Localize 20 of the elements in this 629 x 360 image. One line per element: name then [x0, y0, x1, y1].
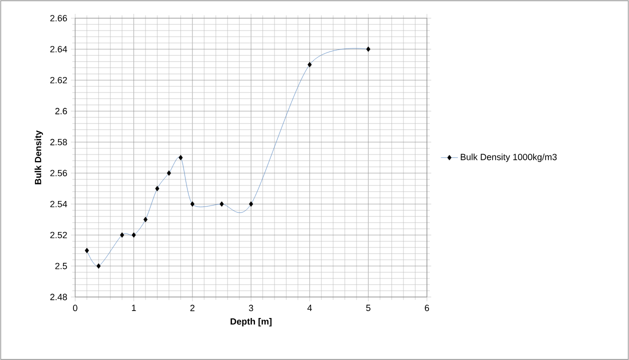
y-axis-title: Bulk Density [34, 130, 43, 184]
y-tick-label: 2.64 [50, 46, 68, 52]
x-axis-title: Depth [m] [230, 318, 272, 326]
y-tick-label: 2.52 [50, 232, 67, 238]
y-tick-label: 2.6 [55, 108, 67, 114]
x-tick-label: 3 [248, 304, 254, 312]
legend-label: Bulk Density 1000kg/m3 [460, 154, 557, 162]
y-tick-label: 2.62 [50, 76, 67, 84]
y-tick-label: 2.58 [50, 138, 67, 146]
x-tick-label: 5 [366, 304, 370, 311]
x-tick-label: 2 [190, 304, 194, 311]
x-tick-label: 0 [73, 304, 78, 312]
x-tick-label: 6 [424, 304, 430, 312]
x-tick-label: 1 [132, 304, 136, 311]
y-tick-label: 2.56 [50, 170, 67, 176]
y-tick-label: 2.54 [50, 200, 68, 208]
y-tick-label: 2.48 [50, 294, 67, 300]
x-tick-label: 4 [307, 304, 312, 311]
y-tick-label: 2.5 [55, 262, 67, 270]
y-tick-label: 2.66 [50, 14, 67, 22]
